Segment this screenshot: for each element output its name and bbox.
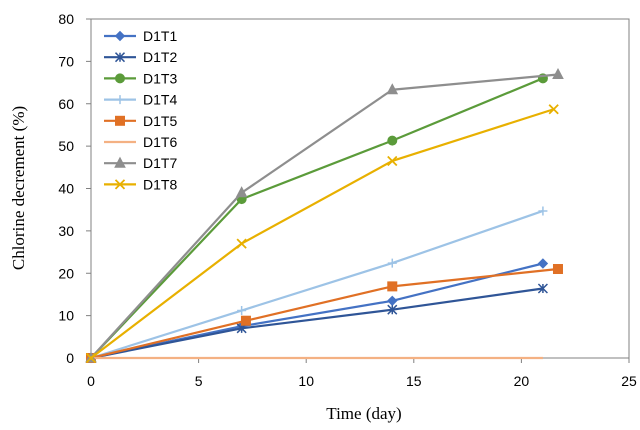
- data-point: [387, 304, 398, 315]
- data-point: [537, 258, 549, 269]
- y-tick-label: 20: [58, 265, 74, 281]
- data-point: [538, 206, 548, 216]
- legend-item: D1T1: [104, 28, 177, 44]
- series-line: [90, 209, 544, 360]
- legend-marker: [115, 115, 125, 126]
- data-point: [387, 281, 398, 292]
- legend-item: D1T5: [104, 113, 177, 129]
- data-point: [552, 67, 564, 80]
- legend-item: D1T4: [104, 92, 177, 108]
- legend-label: D1T2: [143, 49, 177, 65]
- series-group: [85, 67, 564, 364]
- data-point: [236, 238, 247, 249]
- y-tick-label: 40: [58, 181, 74, 197]
- data-point: [552, 264, 563, 275]
- series-line: [90, 77, 544, 359]
- series-d1t8: [85, 104, 559, 364]
- y-axis-label: Chlorine decrement (%): [9, 106, 28, 270]
- legend-label: D1T1: [143, 28, 177, 44]
- y-tick-label: 80: [58, 11, 74, 27]
- legend-item: D1T6: [104, 134, 177, 150]
- axes: 0 10 20 30 40 50 60 70 80 0 5 10 15 20 25: [58, 11, 637, 389]
- legend-marker: [114, 30, 126, 42]
- series-d1t1: [85, 258, 549, 364]
- legend-label: D1T7: [143, 155, 177, 171]
- data-point: [240, 315, 251, 326]
- y-tick-label: 70: [58, 53, 74, 69]
- legend-item: D1T7: [104, 155, 177, 171]
- legend-label: D1T6: [143, 134, 177, 150]
- series-d1t2: [85, 283, 548, 364]
- series-line: [90, 73, 559, 359]
- series-line: [90, 267, 559, 360]
- legend-marker: [115, 95, 125, 105]
- data-point: [537, 283, 548, 294]
- x-tick-label: 20: [514, 373, 530, 389]
- legend-marker: [114, 179, 126, 190]
- y-tick-label: 50: [58, 138, 74, 154]
- legend-label: D1T4: [143, 92, 177, 108]
- data-point: [387, 295, 398, 307]
- x-tick-label: 10: [298, 373, 314, 389]
- data-point: [387, 258, 397, 268]
- x-axis-label: Time (day): [326, 404, 401, 423]
- x-tick-label: 5: [195, 373, 203, 389]
- legend-marker: [115, 73, 125, 84]
- legend-item: D1T2: [104, 49, 177, 65]
- data-point: [387, 135, 398, 146]
- x-tick-label: 15: [406, 373, 422, 389]
- x-tick-label: 0: [87, 373, 95, 389]
- legend: D1T1 D1T2 D1T3 D1T4 D1T5 D1T6 D1T7 D1T8: [104, 28, 177, 192]
- data-point: [387, 155, 398, 167]
- data-point: [548, 104, 559, 115]
- x-tick-label: 25: [621, 373, 637, 389]
- series-line: [90, 108, 555, 359]
- y-tick-label: 30: [58, 223, 74, 239]
- legend-marker: [114, 156, 126, 168]
- y-tick-label: 0: [66, 350, 74, 366]
- series-d1t4: [86, 206, 548, 363]
- series-d1t5: [86, 264, 563, 363]
- data-point: [235, 186, 248, 198]
- legend-marker: [114, 52, 126, 63]
- y-tick-label: 10: [58, 308, 74, 324]
- legend-item: D1T3: [104, 70, 177, 86]
- legend-label: D1T3: [143, 70, 177, 86]
- legend-item: D1T8: [104, 176, 177, 192]
- legend-label: D1T5: [143, 113, 177, 129]
- series-line: [90, 287, 544, 360]
- legend-label: D1T8: [143, 176, 177, 192]
- data-point: [85, 352, 97, 364]
- data-point: [237, 306, 247, 316]
- data-point: [386, 83, 399, 95]
- y-tick-label: 60: [58, 96, 74, 112]
